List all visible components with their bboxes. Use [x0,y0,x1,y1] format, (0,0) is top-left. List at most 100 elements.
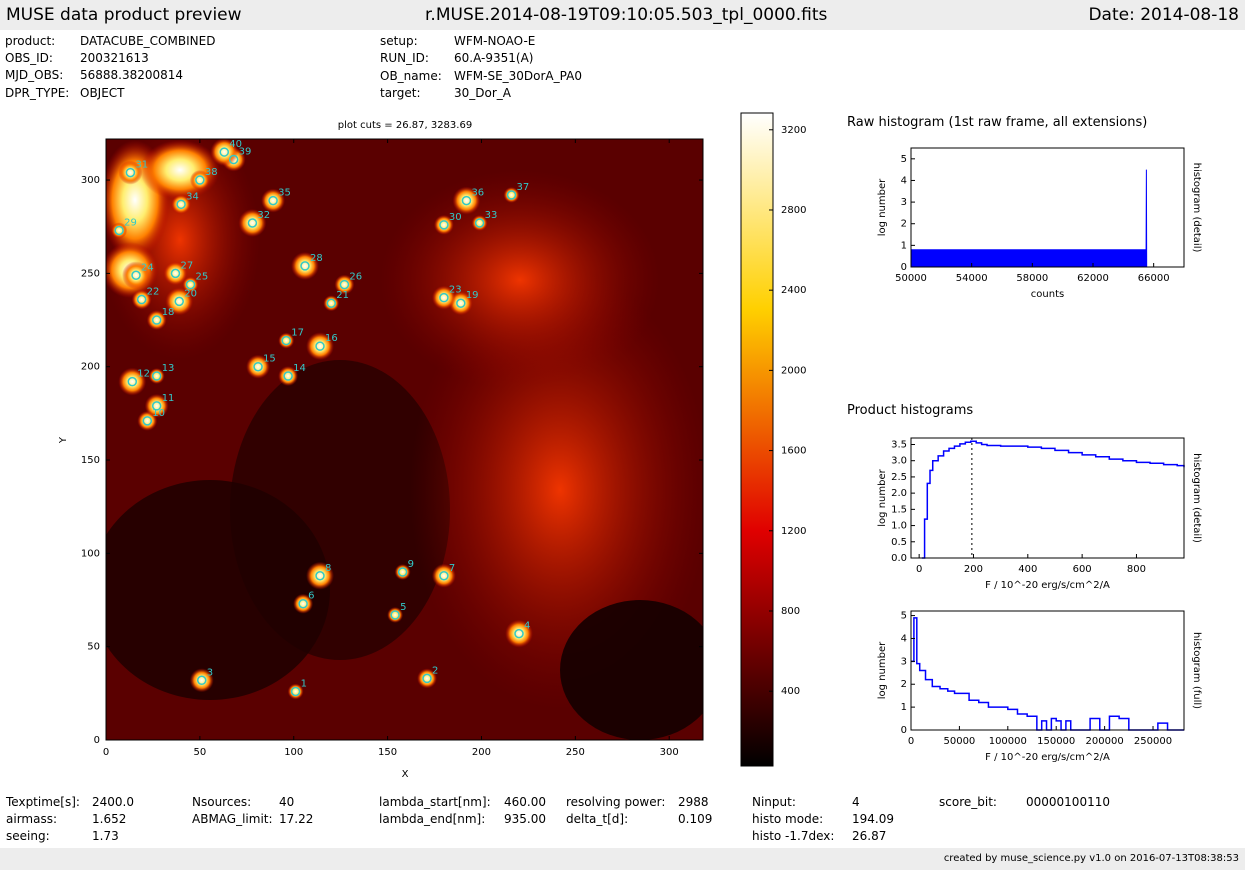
stat-value: 1.73 [92,829,119,843]
x-tick-label: 200000 [1086,736,1124,747]
stat-label: histo -1.7dex: [752,829,835,843]
y-tick-label: 3.0 [891,456,907,467]
source-marker [439,571,449,581]
source-marker [170,268,181,279]
source-glow [163,261,188,286]
y-axis-label: log number [877,641,888,699]
info-label: target: [380,86,421,100]
source-glow [171,194,192,215]
source-label: 5 [400,602,406,613]
colorbar-tick-label: 2800 [781,205,806,216]
raw-histogram-title: Raw histogram (1st raw frame, all extens… [847,115,1148,130]
source-glow [471,214,488,231]
stat-label: ABMAG_limit: [192,812,273,826]
y-tick-label: 0.0 [891,553,907,564]
y-tick-label: 3 [901,656,907,667]
source-label: 21 [336,290,349,301]
stat-label: airmass: [6,812,57,826]
colorbar-tick-label: 800 [781,606,800,617]
y-tick-label: 200 [81,362,100,373]
y-tick-label: 0 [901,725,907,736]
source-marker [253,361,263,372]
y-tick-label: 4 [901,633,907,644]
y-tick-label: 1.5 [891,504,907,515]
x-tick-label: 50000 [895,273,927,284]
y-tick-label: 100 [81,548,100,559]
x-tick-label: 200 [964,564,983,575]
raw-histogram: 50000 54000 58000 62000 66000 0 1 2 3 4 5 counts log… [877,147,1202,300]
source-marker [268,195,278,206]
plot-frame [910,147,1185,268]
source-label: 2 [432,665,438,676]
y-tick-label: 5 [901,611,907,622]
source-label: 10 [152,408,165,419]
source-label: 27 [180,260,193,271]
y-tick-label: 150 [81,455,100,466]
source-glow [210,139,239,167]
source-glow [146,310,167,331]
source-marker [219,147,230,157]
source-label: 22 [147,287,160,298]
source-label: 4 [524,621,530,632]
source-glow [323,295,340,312]
x-tick-label: 100000 [989,736,1027,747]
stat-label: Ninput: [752,795,796,809]
source-label: 23 [449,285,462,296]
stat-value: 0.109 [678,812,713,826]
source-glow [111,222,128,239]
info-value: OBJECT [80,86,125,100]
source-glow [118,367,147,396]
source-glow [189,668,214,693]
x-axis-label: F / 10^-20 erg/s/cm^2/A [985,752,1110,763]
source-marker [422,673,432,684]
colorbar-tick-label: 1200 [781,526,806,537]
source-marker [390,610,400,620]
x-tick-label: 58000 [1016,273,1048,284]
source-glow [387,606,404,623]
x-tick-label: 54000 [956,273,988,284]
y-tick-label: 2.0 [891,488,907,499]
source-marker [397,567,408,577]
source-marker [315,341,325,351]
source-marker [196,675,207,686]
info-label: product: [5,34,56,48]
y-tick-label: 3.5 [891,439,907,450]
source-marker [456,298,466,308]
y-tick-label: 2 [901,679,907,690]
source-label: 36 [471,188,484,199]
colorbar-tick-label: 400 [781,686,800,697]
source-glow [148,368,165,385]
info-label: DPR_TYPE: [5,86,70,100]
y-tick-label: 1 [901,702,907,713]
x-axis-label: X [402,769,409,780]
source-label: 11 [162,393,175,404]
y-tick-label: 250 [81,268,100,279]
source-marker [514,628,524,639]
source-glow [291,251,319,280]
stat-value: 1.652 [92,812,127,826]
source-glow [182,276,199,293]
source-label: 17 [291,328,304,339]
source-marker [136,294,147,305]
colorbar-tick-label: 1600 [781,446,806,457]
y-tick-label: 4 [901,175,907,186]
source-glow [261,188,286,213]
stat-value: 194.09 [852,812,894,826]
stat-value: 935.00 [504,812,546,826]
y-tick-label: 300 [81,175,100,186]
y-tick-label: 0 [94,735,100,746]
x-tick-label: 150 [378,747,397,758]
stat-label: lambda_end[nm]: [379,812,486,826]
source-glow [278,366,299,387]
stat-value: 2400.0 [92,795,134,809]
source-label: 30 [449,212,462,223]
source-glow [165,287,194,316]
x-tick-label: 300 [660,747,679,758]
source-marker [439,292,449,303]
colorbar [740,112,774,767]
source-glow [246,354,271,379]
info-label: setup: [380,34,418,48]
x-tick-label: 800 [1127,564,1146,575]
source-label: 33 [485,210,498,221]
info-value: 30_Dor_A [454,86,511,100]
